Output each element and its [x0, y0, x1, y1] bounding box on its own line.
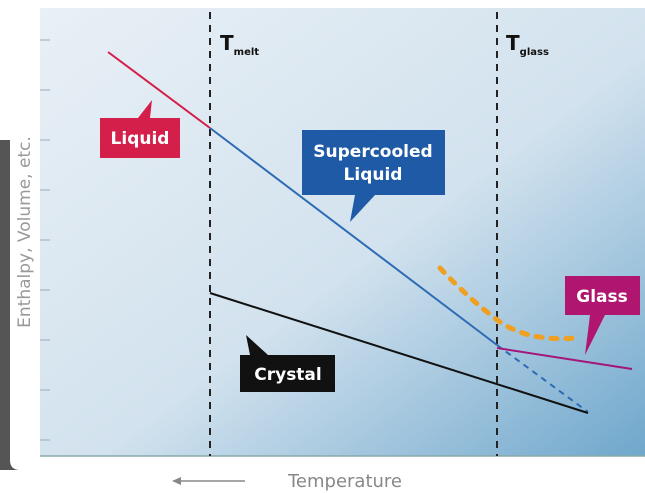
glass-label: Glass: [576, 287, 628, 307]
x-axis-label: Temperature: [287, 471, 402, 492]
plot-area: [40, 8, 645, 456]
y-axis-label: Enthalpy, Volume, etc.: [15, 136, 35, 328]
crystal-label: Crystal: [254, 365, 322, 385]
supercooled-label-2: Liquid: [344, 165, 403, 185]
liquid-label: Liquid: [111, 129, 170, 149]
supercooled-label-1: Supercooled: [313, 142, 432, 162]
diagram: Tmelt Tglass Liquid Supercooled Liquid C…: [0, 0, 645, 493]
